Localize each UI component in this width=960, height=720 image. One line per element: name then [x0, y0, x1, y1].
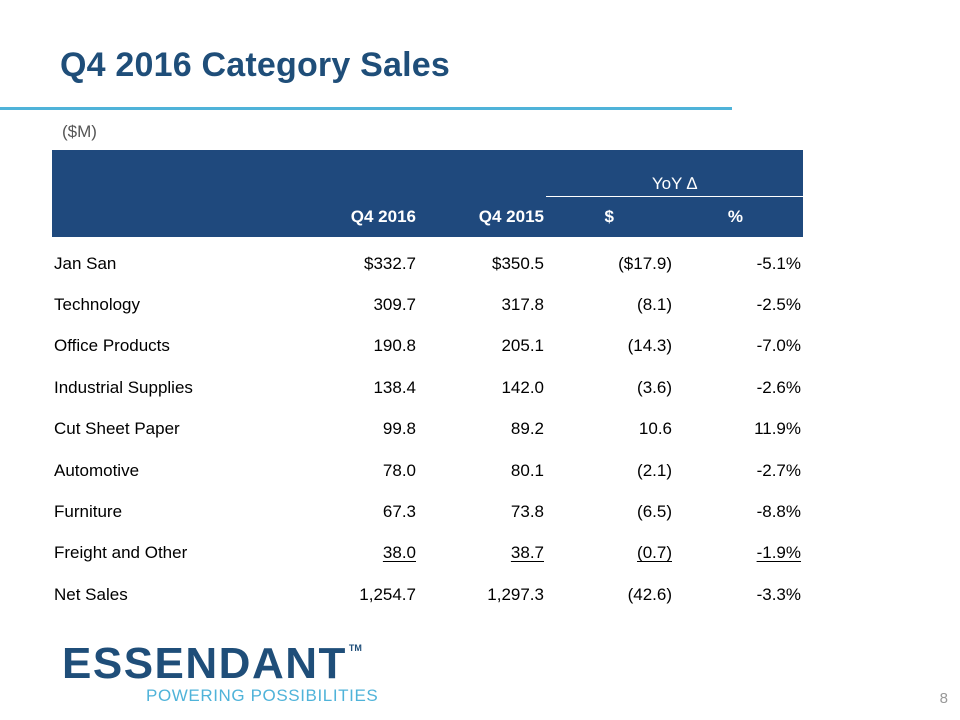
header-blank: [280, 150, 418, 197]
category-cell: Jan San: [54, 253, 117, 273]
table-row: Furniture 67.3 73.8 (6.5) -8.8%: [52, 491, 803, 532]
header-blank: [418, 150, 546, 197]
q4-2016-cell: $332.7: [364, 253, 416, 273]
yoy-percent-cell: -3.3%: [756, 584, 802, 604]
yoy-dollar-value: (0.7): [637, 543, 672, 563]
q4-2016-cell: 99.8: [382, 419, 416, 439]
q4-2015-cell: 38.7: [418, 533, 546, 574]
table-row: Automotive 78.0 80.1 (2.1) -2.7%: [52, 450, 803, 491]
yoy-dollar-cell: (3.6): [637, 377, 672, 397]
q4-2015-cell: 205.1: [501, 336, 544, 356]
category-cell: Net Sales: [54, 584, 128, 604]
q4-2016-cell: 38.0: [280, 533, 418, 574]
category-cell: Furniture: [54, 502, 123, 522]
yoy-percent-cell: -8.8%: [756, 502, 802, 522]
header-blank: [52, 150, 280, 197]
q4-2016-value: 38.0: [382, 543, 416, 563]
column-header-category: [52, 196, 280, 237]
column-header-yoy-dollar: $: [546, 196, 674, 237]
yoy-percent-cell: -2.6%: [756, 377, 802, 397]
category-cell: Cut Sheet Paper: [54, 419, 180, 439]
category-cell: Office Products: [54, 336, 170, 356]
q4-2015-cell: 89.2: [510, 419, 544, 439]
yoy-percent-cell: -5.1%: [756, 253, 802, 273]
column-header-q4-2015: Q4 2015: [418, 196, 546, 237]
yoy-dollar-cell: (2.1): [637, 460, 672, 480]
trademark-symbol: TM: [348, 643, 362, 653]
yoy-percent-cell: 11.9%: [754, 419, 802, 439]
yoy-dollar-cell: 10.6: [638, 419, 672, 439]
table-header: YoY ∆ Q4 2016 Q4 2015 $ %: [52, 150, 804, 237]
yoy-dollar-cell: (42.6): [627, 584, 672, 604]
category-cell: Industrial Supplies: [54, 377, 193, 397]
category-cell: Technology: [54, 295, 141, 315]
yoy-dollar-cell: (6.5): [637, 502, 672, 522]
logo-wordmark-text: ESSENDANT: [62, 639, 347, 688]
logo-wordmark: ESSENDANT TM: [62, 642, 382, 686]
yoy-percent-value: -1.9%: [756, 543, 802, 563]
q4-2016-cell: 1,254.7: [359, 584, 416, 604]
category-cell: Freight and Other: [54, 543, 188, 563]
yoy-change-header: YoY ∆: [546, 150, 804, 197]
q4-2015-value: 38.7: [510, 543, 544, 563]
q4-2015-cell: 1,297.3: [487, 584, 544, 604]
table-row: Cut Sheet Paper 99.8 89.2 10.6 11.9%: [52, 409, 803, 450]
q4-2015-cell: 317.8: [501, 295, 544, 315]
q4-2016-cell: 138.4: [373, 377, 416, 397]
yoy-dollar-cell: ($17.9): [618, 253, 672, 273]
logo-tagline: POWERING POSSIBILITIES: [146, 686, 379, 705]
yoy-dollar-cell: (0.7): [546, 533, 674, 574]
table-row: Technology 309.7 317.8 (8.1) -2.5%: [52, 284, 803, 325]
table-row-total: Net Sales 1,254.7 1,297.3 (42.6) -3.3%: [52, 574, 803, 615]
yoy-dollar-cell: (8.1): [637, 295, 672, 315]
q4-2016-cell: 190.8: [373, 336, 416, 356]
q4-2015-cell: 73.8: [510, 502, 544, 522]
table-row: Industrial Supplies 138.4 142.0 (3.6) -2…: [52, 367, 803, 408]
table-row: Freight and Other 38.0 38.7 (0.7) -1.9%: [52, 533, 803, 574]
yoy-percent-cell: -2.7%: [756, 460, 802, 480]
q4-2016-cell: 78.0: [382, 460, 416, 480]
slide-title: Q4 2016 Category Sales: [60, 46, 450, 84]
category-sales-table: YoY ∆ Q4 2016 Q4 2015 $ % Jan San $332.7…: [52, 150, 804, 616]
q4-2016-cell: 309.7: [373, 295, 416, 315]
category-cell: Automotive: [54, 460, 140, 480]
column-header-q4-2016: Q4 2016: [280, 196, 418, 237]
essendant-logo: ESSENDANT TM POWERING POSSIBILITIES: [62, 642, 382, 706]
q4-2015-cell: 80.1: [510, 460, 544, 480]
title-divider: [0, 107, 732, 110]
units-label: ($M): [62, 122, 97, 141]
column-header-yoy-percent: %: [674, 196, 804, 237]
q4-2015-cell: 142.0: [501, 377, 544, 397]
q4-2016-cell: 67.3: [382, 502, 416, 522]
yoy-percent-cell: -7.0%: [756, 336, 802, 356]
table-row: Office Products 190.8 205.1 (14.3) -7.0%: [52, 326, 803, 367]
page-number: 8: [939, 690, 948, 707]
yoy-percent-cell: -2.5%: [756, 295, 802, 315]
yoy-percent-cell: -1.9%: [674, 533, 803, 574]
table-row: Jan San $332.7 $350.5 ($17.9) -5.1%: [52, 237, 803, 284]
q4-2015-cell: $350.5: [492, 253, 544, 273]
yoy-dollar-cell: (14.3): [627, 336, 672, 356]
